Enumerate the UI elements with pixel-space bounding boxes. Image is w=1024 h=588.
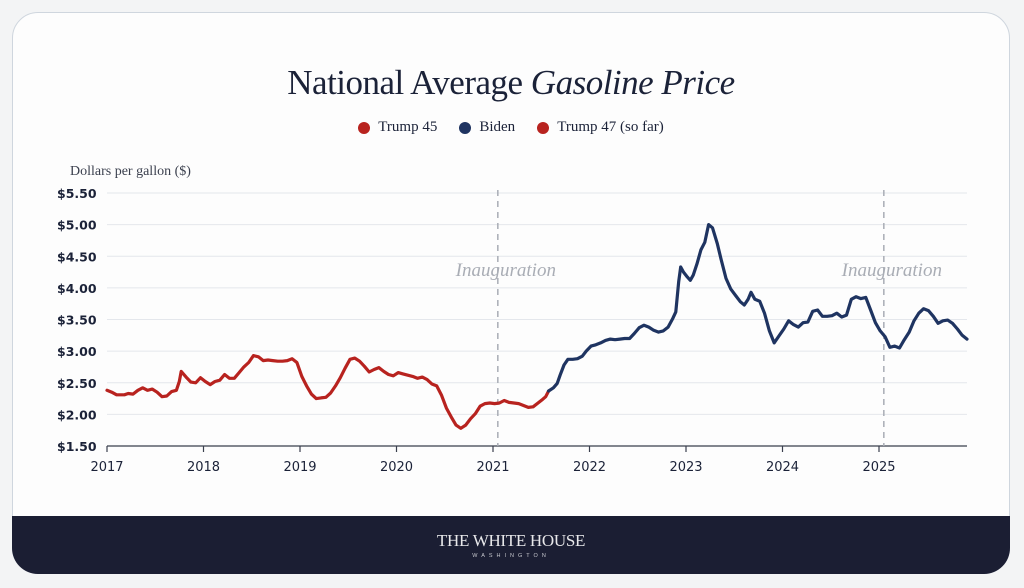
legend-label: Trump 45 <box>378 119 438 135</box>
legend-item-biden: Biden <box>459 119 515 136</box>
x-tick-label: 2020 <box>380 460 413 475</box>
inauguration-label: Inauguration <box>455 260 556 281</box>
legend-item-trump45: Trump 45 <box>358 119 437 136</box>
x-tick-label: 2021 <box>476 460 509 475</box>
x-tick-label: 2024 <box>766 460 799 475</box>
x-tick-label: 2017 <box>90 460 123 475</box>
chart-title: National Average Gasoline Price <box>13 63 1009 103</box>
footer-subtitle: WASHINGTON <box>472 553 550 559</box>
x-tick-label: 2018 <box>187 460 220 475</box>
series-line-biden <box>547 223 969 393</box>
y-tick-label: $4.00 <box>57 281 97 296</box>
chart-title-italic: Gasoline Price <box>530 63 735 102</box>
legend-dot-trump45 <box>358 121 371 134</box>
legend-label: Biden <box>479 119 516 135</box>
y-tick-label: $1.50 <box>57 439 97 454</box>
legend-dot-trump47 <box>537 121 550 134</box>
footer-brand: THE WHITE HOUSE <box>436 531 586 550</box>
chart-legend: Trump 45 Biden Trump 47 (so far) <box>13 119 1009 136</box>
inauguration-label: Inauguration <box>841 260 942 281</box>
y-axis-label: Dollars per gallon ($) <box>70 164 191 179</box>
x-tick-label: 2025 <box>862 460 895 475</box>
y-tick-label: $2.50 <box>57 376 97 391</box>
series-line-trump-45 <box>105 354 551 430</box>
chart-card: National Average Gasoline Price Trump 45… <box>12 12 1010 574</box>
y-tick-label: $2.00 <box>57 407 97 422</box>
x-tick-label: 2023 <box>669 460 702 475</box>
y-tick-label: $4.50 <box>57 249 97 264</box>
chart-title-plain: National Average <box>287 63 531 102</box>
y-tick-label: $5.00 <box>57 218 97 233</box>
y-tick-label: $3.00 <box>57 344 97 359</box>
footer-banner: THE WHITE HOUSE WASHINGTON <box>12 516 1010 574</box>
y-tick-label: $3.50 <box>57 313 97 328</box>
legend-label: Trump 47 (so far) <box>557 119 664 135</box>
legend-dot-biden <box>459 121 472 134</box>
x-tick-label: 2022 <box>573 460 606 475</box>
x-tick-label: 2019 <box>283 460 316 475</box>
legend-item-trump47: Trump 47 (so far) <box>537 119 664 136</box>
y-tick-label: $5.50 <box>57 186 97 201</box>
